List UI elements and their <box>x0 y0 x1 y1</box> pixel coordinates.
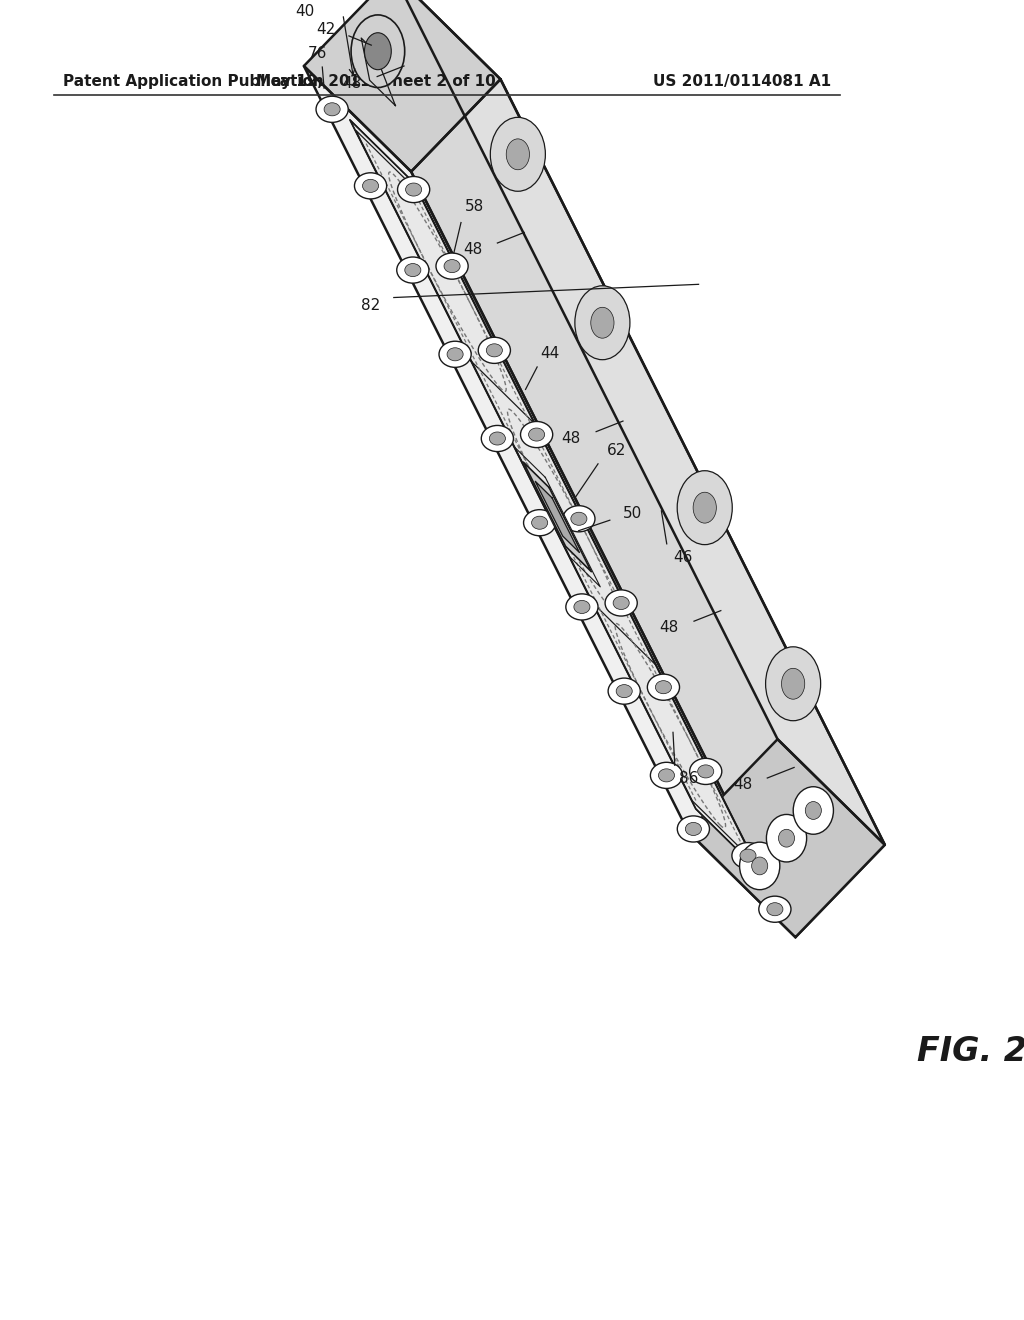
Ellipse shape <box>365 33 391 70</box>
Text: 48: 48 <box>562 430 581 446</box>
Ellipse shape <box>324 103 340 116</box>
Ellipse shape <box>573 601 590 614</box>
Ellipse shape <box>316 96 348 123</box>
Ellipse shape <box>528 428 545 441</box>
Ellipse shape <box>506 139 529 170</box>
Ellipse shape <box>781 668 805 700</box>
Text: US 2011/0114081 A1: US 2011/0114081 A1 <box>653 74 831 90</box>
Polygon shape <box>350 120 760 873</box>
Polygon shape <box>393 0 885 845</box>
Polygon shape <box>304 66 796 937</box>
Ellipse shape <box>759 896 791 923</box>
Text: 58: 58 <box>465 199 484 214</box>
Text: 44: 44 <box>540 346 559 362</box>
Ellipse shape <box>693 492 717 523</box>
Text: 86: 86 <box>679 771 698 785</box>
Text: 82: 82 <box>361 298 380 313</box>
Ellipse shape <box>406 183 422 197</box>
Ellipse shape <box>767 903 783 916</box>
Text: 50: 50 <box>624 506 642 521</box>
Ellipse shape <box>732 842 764 869</box>
Ellipse shape <box>404 264 421 277</box>
Ellipse shape <box>689 758 722 784</box>
Ellipse shape <box>447 347 463 360</box>
Ellipse shape <box>677 471 732 545</box>
Ellipse shape <box>766 647 820 721</box>
Text: 48: 48 <box>463 242 482 257</box>
Text: Patent Application Publication: Patent Application Publication <box>62 74 324 90</box>
Text: 48: 48 <box>733 777 752 792</box>
Ellipse shape <box>608 678 640 704</box>
Text: 76: 76 <box>308 46 328 61</box>
Ellipse shape <box>439 342 471 367</box>
Ellipse shape <box>677 816 710 842</box>
Ellipse shape <box>685 822 701 836</box>
Text: 48: 48 <box>343 75 361 91</box>
Ellipse shape <box>591 308 614 338</box>
Ellipse shape <box>523 510 556 536</box>
Ellipse shape <box>531 516 548 529</box>
Text: 46: 46 <box>673 549 692 565</box>
Ellipse shape <box>752 857 768 875</box>
Ellipse shape <box>616 685 632 698</box>
Ellipse shape <box>478 337 510 363</box>
Ellipse shape <box>658 768 675 781</box>
Ellipse shape <box>354 173 387 199</box>
Ellipse shape <box>778 829 795 847</box>
Text: FIG. 2: FIG. 2 <box>916 1035 1024 1068</box>
Polygon shape <box>361 38 395 106</box>
Ellipse shape <box>486 343 503 356</box>
Ellipse shape <box>574 286 630 360</box>
Ellipse shape <box>489 432 506 445</box>
Ellipse shape <box>490 117 546 191</box>
Ellipse shape <box>805 801 821 820</box>
Ellipse shape <box>397 177 430 202</box>
Text: May 19, 2011  Sheet 2 of 10: May 19, 2011 Sheet 2 of 10 <box>256 74 496 90</box>
Ellipse shape <box>766 814 807 862</box>
Text: 40: 40 <box>295 4 314 18</box>
Ellipse shape <box>613 597 629 610</box>
Ellipse shape <box>520 421 553 447</box>
Ellipse shape <box>794 787 834 834</box>
Ellipse shape <box>351 15 404 87</box>
Text: 48: 48 <box>659 620 679 635</box>
Polygon shape <box>411 79 885 937</box>
Ellipse shape <box>566 594 598 620</box>
Ellipse shape <box>647 675 680 700</box>
Polygon shape <box>304 0 501 172</box>
Ellipse shape <box>655 681 672 694</box>
Polygon shape <box>536 482 580 553</box>
Ellipse shape <box>362 180 379 193</box>
Ellipse shape <box>444 260 460 273</box>
Ellipse shape <box>650 762 683 788</box>
Text: 62: 62 <box>607 444 627 458</box>
Ellipse shape <box>436 253 468 280</box>
Text: 42: 42 <box>316 22 336 37</box>
Polygon shape <box>523 462 591 572</box>
Ellipse shape <box>739 842 780 890</box>
Ellipse shape <box>396 257 429 284</box>
Polygon shape <box>688 739 885 937</box>
Ellipse shape <box>481 425 513 451</box>
Ellipse shape <box>605 590 637 616</box>
Ellipse shape <box>697 764 714 777</box>
Ellipse shape <box>570 512 587 525</box>
Ellipse shape <box>740 849 756 862</box>
Ellipse shape <box>563 506 595 532</box>
